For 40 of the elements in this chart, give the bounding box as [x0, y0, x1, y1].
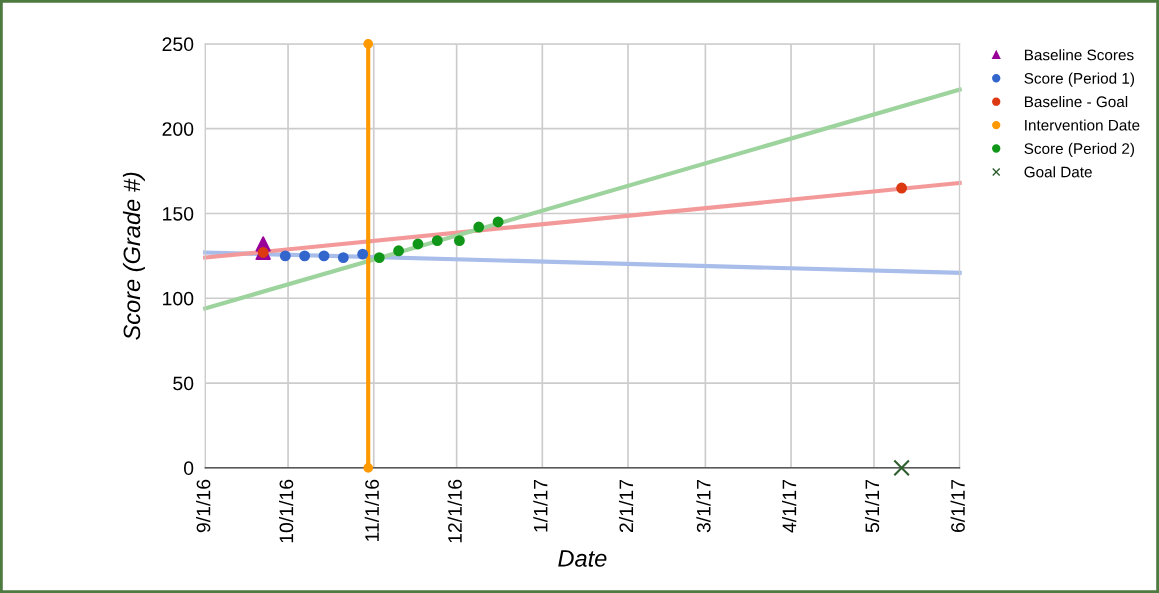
y-tick-label: 0: [183, 461, 194, 476]
point: [896, 182, 908, 194]
point: [412, 238, 424, 250]
y-tick-label: 150: [163, 206, 194, 221]
point: [318, 250, 330, 262]
point: [363, 39, 374, 49]
point: [363, 463, 374, 473]
x-tick-label: 5/1/17: [864, 479, 880, 533]
point: [279, 250, 291, 262]
x-tick-label: 10/1/16: [278, 479, 294, 543]
x-tick-label: 1/1/17: [533, 479, 548, 532]
x-tick-label: 6/1/17: [950, 479, 965, 533]
legend-label: Baseline Scores: [1024, 49, 1134, 61]
point: [893, 459, 910, 477]
x-tick-label: 9/1/16: [196, 479, 211, 533]
legend-label: Baseline - Goal: [1024, 95, 1128, 108]
point: [473, 221, 485, 233]
legend-label: Goal Date: [1024, 166, 1092, 178]
point: [357, 248, 369, 260]
point: [431, 235, 443, 247]
y-tick-label: 50: [173, 376, 194, 391]
x-tick-label: 3/1/17: [696, 479, 711, 533]
point: [337, 252, 349, 264]
legend-label: Intervention Date: [1025, 119, 1140, 131]
point: [453, 235, 465, 247]
point: [299, 250, 311, 262]
y-axis-title: Score (Grade #): [122, 172, 145, 340]
point: [492, 216, 504, 228]
x-axis-title: Date: [558, 550, 607, 567]
y-tick-label: 200: [162, 122, 194, 136]
x-tick-label: 4/1/17: [782, 479, 797, 533]
y-tick-label: 250: [162, 37, 194, 52]
x-tick-label: 12/1/16: [447, 479, 462, 543]
x-tick-label: 2/1/17: [618, 479, 634, 533]
legend-label: Score (Period 1): [1024, 72, 1135, 87]
y-tick-label: 100: [163, 291, 194, 306]
legend-label: Score (Period 2): [1024, 142, 1135, 158]
x-tick-label: 11/1/16: [364, 479, 379, 541]
point: [393, 245, 405, 257]
point: [373, 252, 385, 264]
